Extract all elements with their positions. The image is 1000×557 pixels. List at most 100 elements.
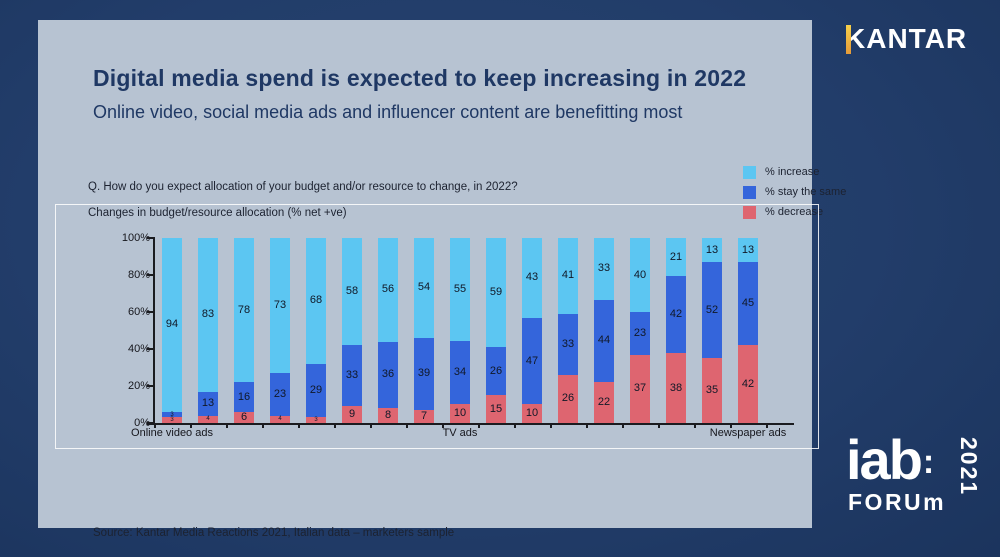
x-axis-tick	[658, 425, 660, 428]
bar-segment-increase: 83	[198, 238, 218, 392]
bar-value-label: 94	[165, 318, 179, 331]
x-axis-tick	[550, 425, 552, 428]
bar-slot: 21 42 38	[658, 238, 694, 423]
bar-segment-stay-the-same: 16	[234, 382, 254, 412]
bar-segment-stay-the-same: 29	[306, 363, 326, 418]
bar-segment-stay-the-same: 23	[270, 373, 290, 416]
bar-slot: 59 26 15	[478, 238, 514, 423]
x-axis-tick	[694, 425, 696, 428]
bar-slot: 56 36 8	[370, 238, 406, 423]
bar-segment-stay-the-same: 23	[630, 312, 650, 355]
iab-logo-year: 2021	[956, 437, 982, 497]
kantar-logo: KANTAR	[845, 23, 967, 55]
bar-segment-decrease: 22	[594, 381, 614, 423]
bar-value-label: 15	[489, 402, 503, 415]
y-axis-tick-label: 80%	[127, 268, 150, 281]
bar-segment-decrease: 6	[234, 410, 254, 423]
bar-segment-stay-the-same: 13	[198, 391, 218, 416]
bar-segment-increase: 94	[162, 238, 182, 412]
bar-segment-decrease: 42	[738, 345, 758, 423]
stacked-bar: 56 36 8	[378, 238, 398, 423]
bar-segment-decrease: 15	[486, 395, 506, 423]
y-axis-tick-label: 20%	[127, 379, 150, 392]
bar-slot: 73 23 4	[262, 238, 298, 423]
stacked-bar: 13 52 35	[702, 238, 722, 423]
bar-segment-stay-the-same: 39	[414, 337, 434, 411]
bar-slot: 13 52 35	[694, 238, 730, 423]
bar-segment-stay-the-same: 42	[666, 276, 686, 354]
source-note: Source: Kantar Media Reactions 2021, Ita…	[93, 527, 455, 539]
bar-value-label: 6	[240, 410, 248, 423]
legend-swatch-stay-the-same	[743, 185, 756, 199]
bar-value-label: 52	[705, 303, 719, 316]
bar-value-label: 42	[669, 308, 683, 321]
y-axis-tick-label: 100%	[121, 231, 150, 244]
bar-segment-decrease: 9	[342, 406, 362, 423]
x-axis-tick	[298, 425, 300, 428]
bar-segment-increase: 68	[306, 238, 326, 364]
iab-forum-logo: iab: FORUm 2021	[846, 428, 996, 537]
bar-segment-increase: 56	[378, 238, 398, 342]
bar-slot: 94 3 3	[154, 238, 190, 423]
stacked-bar: 54 39 7	[414, 238, 434, 423]
y-axis-tick	[147, 348, 153, 350]
x-axis-tick	[622, 425, 624, 428]
bar-slot: 13 45 42	[730, 238, 766, 423]
bar-value-label: 54	[417, 281, 431, 294]
bar-slot: 58 33 9	[334, 238, 370, 423]
legend-label: % increase	[765, 166, 820, 178]
x-axis-tick	[514, 425, 516, 428]
bar-value-label: 59	[489, 286, 503, 299]
bar-value-label: 33	[597, 262, 611, 275]
bar-segment-increase: 78	[234, 238, 254, 383]
bar-value-label: 73	[273, 299, 287, 312]
bar-value-label: 47	[525, 354, 539, 367]
legend-item-increase: % increase	[743, 162, 846, 182]
stacked-bar: 59 26 15	[486, 238, 506, 423]
bar-segment-decrease: 37	[630, 354, 650, 423]
bar-value-label: 4	[206, 416, 210, 423]
y-axis-tick-label: 0%	[134, 416, 150, 429]
bar-value-label: 41	[561, 269, 575, 282]
y-axis-tick	[147, 274, 153, 276]
bar-segment-increase: 40	[630, 238, 650, 312]
bar-segment-stay-the-same: 44	[594, 299, 614, 382]
bar-segment-increase: 59	[486, 238, 506, 348]
y-axis-tick	[147, 311, 153, 313]
bar-value-label: 40	[633, 268, 647, 281]
stacked-bar-chart: 0% 20% 40% 60% 80% 100% 94 3 3 83 13 4 78 16 6 73 23 4 68…	[55, 204, 819, 449]
bar-value-label: 3	[170, 411, 174, 418]
bar-value-label: 10	[453, 407, 467, 420]
bar-slot: 41 33 26	[550, 238, 586, 423]
bar-value-label: 55	[453, 282, 467, 295]
bar-segment-stay-the-same: 47	[522, 317, 542, 405]
bar-value-label: 45	[741, 297, 755, 310]
bar-value-label: 23	[273, 387, 287, 400]
y-axis-tick	[147, 385, 153, 387]
bar-segment-stay-the-same: 3	[162, 412, 182, 418]
bar-value-label: 36	[381, 368, 395, 381]
plot-area: 94 3 3 83 13 4 78 16 6 73 23 4 68 29 3 58 33 9 56 36 8 54 39 7 5…	[154, 238, 766, 423]
x-axis-tick	[370, 425, 372, 428]
iab-logo-wordmark: iab:	[846, 428, 935, 491]
bar-segment-decrease: 7	[414, 410, 434, 423]
bar-slot: 54 39 7	[406, 238, 442, 423]
y-axis-tick-label: 40%	[127, 342, 150, 355]
bar-value-label: 39	[417, 367, 431, 380]
bar-value-label: 35	[705, 384, 719, 397]
bar-value-label: 4	[278, 416, 282, 423]
legend-item-stay-the-same: % stay the same	[743, 182, 846, 202]
stacked-bar: 43 47 10	[522, 238, 542, 423]
bar-segment-increase: 54	[414, 238, 434, 338]
stacked-bar: 83 13 4	[198, 238, 218, 423]
x-axis-line	[147, 423, 794, 425]
stacked-bar: 33 44 22	[594, 238, 614, 423]
bar-segment-increase: 73	[270, 238, 290, 374]
bar-value-label: 56	[381, 283, 395, 296]
bar-segment-stay-the-same: 45	[738, 262, 758, 346]
bar-segment-increase: 13	[702, 238, 722, 263]
bar-segment-increase: 33	[594, 238, 614, 300]
page-title: Digital media spend is expected to keep …	[93, 65, 747, 91]
bar-segment-stay-the-same: 52	[702, 262, 722, 359]
bar-slot: 55 34 10	[442, 238, 478, 423]
